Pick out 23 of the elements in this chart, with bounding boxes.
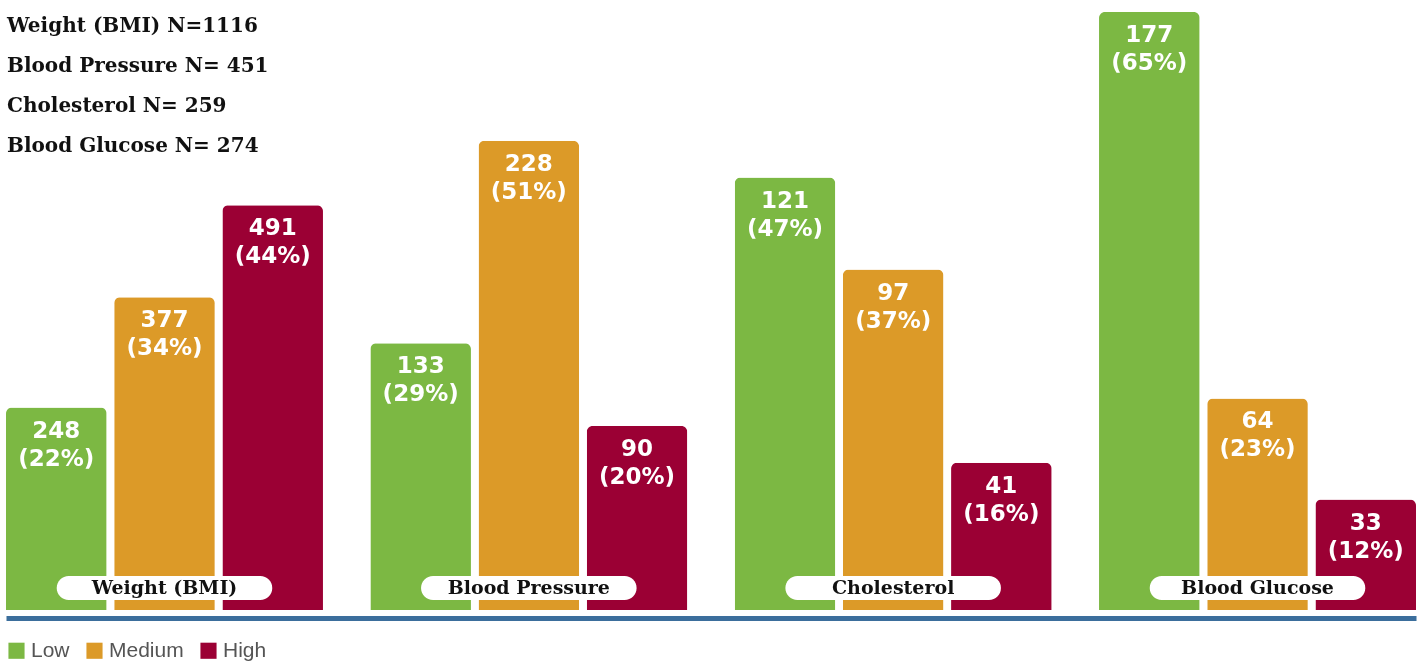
legend-label: Medium [109, 637, 184, 661]
data-label: 97 (37%) [855, 278, 932, 333]
data-label: 228 (51%) [490, 149, 567, 204]
x-tick-label: Blood Glucose [1181, 576, 1334, 598]
legend-label: High [223, 637, 267, 661]
legend-label: Low [31, 637, 71, 661]
x-tick-label: Weight (BMI) [90, 576, 238, 598]
annotation: Blood Glucose N= 274 [7, 133, 259, 157]
annotation: Blood Pressure N= 451 [7, 53, 269, 77]
data-label: 177 (65%) [1111, 21, 1188, 75]
data-label: 133 (29%) [382, 352, 459, 407]
data-label: 491 (44%) [234, 214, 311, 269]
data-label: 64 (23%) [1219, 407, 1296, 462]
data-label: 33 (12%) [1327, 508, 1404, 563]
annotation: Cholesterol N= 259 [7, 93, 227, 117]
data-label: 248 (22%) [18, 416, 95, 471]
annotation: Weight (BMI) N=1116 [6, 13, 258, 37]
x-tick-label: Blood Pressure [447, 576, 610, 598]
x-tick-label: Cholesterol [831, 576, 955, 598]
data-label: 121 (47%) [746, 186, 824, 241]
data-label: 90 (20%) [598, 435, 676, 489]
data-label: 41 (16%) [963, 471, 1040, 526]
data-label: 377 (34%) [126, 306, 203, 361]
